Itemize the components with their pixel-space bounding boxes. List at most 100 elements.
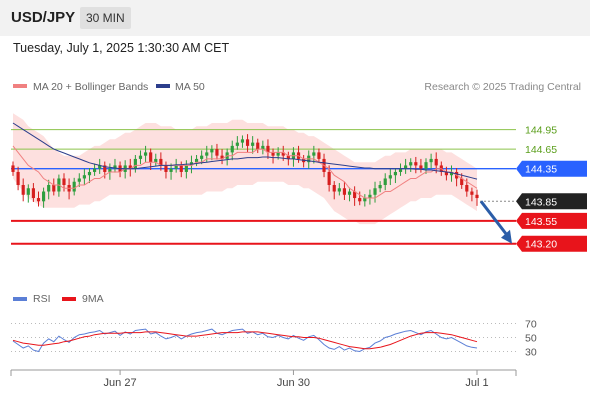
- rsi-lines: [12, 328, 478, 353]
- candle-body: [179, 165, 183, 172]
- candle-body: [108, 168, 112, 172]
- candle-body: [138, 155, 143, 159]
- candle-body: [169, 168, 173, 172]
- candle-body: [312, 152, 316, 156]
- candle-body: [327, 171, 331, 185]
- candle-body: [210, 149, 214, 153]
- candle-body: [21, 185, 25, 195]
- candle-body: [159, 158, 163, 166]
- candle-body: [276, 152, 280, 156]
- candle-body: [174, 165, 178, 169]
- candle-body: [72, 181, 76, 192]
- candlesticks: [11, 134, 479, 208]
- candle-body: [465, 185, 469, 192]
- candle-body: [235, 142, 239, 146]
- rsi-line: [12, 328, 478, 353]
- candle-body: [449, 171, 454, 176]
- candle-body: [398, 168, 403, 172]
- candle-body: [240, 139, 245, 143]
- candle-body: [251, 142, 255, 146]
- forecast-arrow-shaft: [479, 200, 511, 239]
- level-labels: 144.95 144.65 144.35 143.85 143.55 143.20: [516, 125, 587, 252]
- support-label-4: 143.55: [525, 216, 557, 228]
- candle-body: [16, 171, 20, 185]
- candle-body: [317, 152, 321, 159]
- candle-body: [266, 145, 270, 153]
- candle-body: [31, 188, 35, 199]
- candle-body: [245, 139, 250, 146]
- ma50-legend-label: MA 50: [175, 81, 205, 93]
- resistance-label-0: 144.95: [525, 125, 557, 137]
- candle-body: [143, 152, 148, 156]
- candle-body: [77, 178, 81, 182]
- candle-body: [414, 162, 418, 166]
- candle-body: [103, 165, 107, 172]
- x-tick-label-2: Jul 1: [465, 377, 488, 389]
- ma20-legend-swatch: [13, 84, 27, 88]
- candle-body: [47, 185, 51, 192]
- rsi-tick-30: 30: [525, 347, 537, 359]
- support-label-5: 143.20: [525, 239, 557, 251]
- ma50-line: [12, 122, 478, 180]
- candle-body: [194, 158, 199, 163]
- candle-body: [11, 165, 15, 172]
- candle-body: [215, 149, 219, 156]
- candle-body: [409, 162, 413, 166]
- candle-body: [62, 178, 66, 185]
- timestamp: Tuesday, July 1, 2025 1:30:30 AM CET: [13, 41, 230, 55]
- candle-body: [98, 165, 102, 169]
- support-tag-5: [516, 235, 587, 252]
- last-price-tag: [516, 193, 587, 210]
- candle-body: [332, 185, 336, 192]
- pivot-label: 144.35: [525, 164, 557, 176]
- candle-body: [358, 198, 362, 202]
- pivot-tag: [516, 160, 587, 177]
- candle-body: [353, 191, 357, 199]
- source-credit: Research © 2025 Trading Central: [424, 81, 581, 93]
- forecast-arrow-head: [501, 229, 512, 244]
- candle-body: [271, 152, 275, 156]
- x-tick-label-1: Jun 30: [277, 377, 310, 389]
- candle-body: [363, 198, 367, 202]
- moving-averages: [12, 122, 478, 199]
- timeframe-button[interactable]: 30 MIN: [80, 7, 131, 29]
- support-tag-4: [516, 212, 587, 229]
- candle-body: [42, 191, 46, 202]
- rsi-tick-50: 50: [525, 333, 537, 345]
- candle-body: [230, 145, 234, 153]
- rsi-tick-70: 70: [525, 319, 537, 331]
- ma20-line: [12, 145, 478, 199]
- candle-body: [347, 191, 352, 195]
- top-bar: USD/JPY 30 MIN: [0, 0, 590, 36]
- candle-body: [133, 158, 137, 169]
- candle-body: [82, 175, 86, 179]
- candle-body: [475, 194, 479, 199]
- candle-body: [404, 165, 408, 169]
- candle-body: [52, 185, 56, 192]
- ma20-legend-label: MA 20 + Bollinger Bands: [33, 81, 148, 93]
- symbol-title: USD/JPY: [11, 9, 76, 26]
- rsi-legend-swatch: [13, 297, 27, 301]
- rsi-legend-label: RSI: [33, 293, 51, 305]
- rsi-ma9-line: [12, 331, 478, 350]
- candle-body: [378, 185, 382, 189]
- candle-body: [205, 152, 209, 156]
- candle-body: [26, 188, 30, 195]
- candle-body: [342, 188, 347, 195]
- candle-body: [286, 155, 290, 159]
- x-axis-ticks: Jun 27 Jun 30 Jul 1: [104, 370, 489, 389]
- candle-body: [460, 178, 464, 185]
- candle-body: [164, 165, 168, 172]
- candle-body: [434, 158, 438, 166]
- candle-body: [261, 145, 265, 150]
- candle-body: [93, 168, 97, 172]
- rsi-grid: 70 50 30: [11, 319, 537, 359]
- candle-body: [128, 165, 132, 169]
- candle-body: [87, 171, 92, 176]
- candle-body: [388, 175, 392, 179]
- ma50-legend-swatch: [156, 84, 170, 88]
- candle-body: [429, 158, 433, 163]
- last-price-label: 143.85: [525, 196, 557, 208]
- ma9-legend-swatch: [62, 297, 76, 301]
